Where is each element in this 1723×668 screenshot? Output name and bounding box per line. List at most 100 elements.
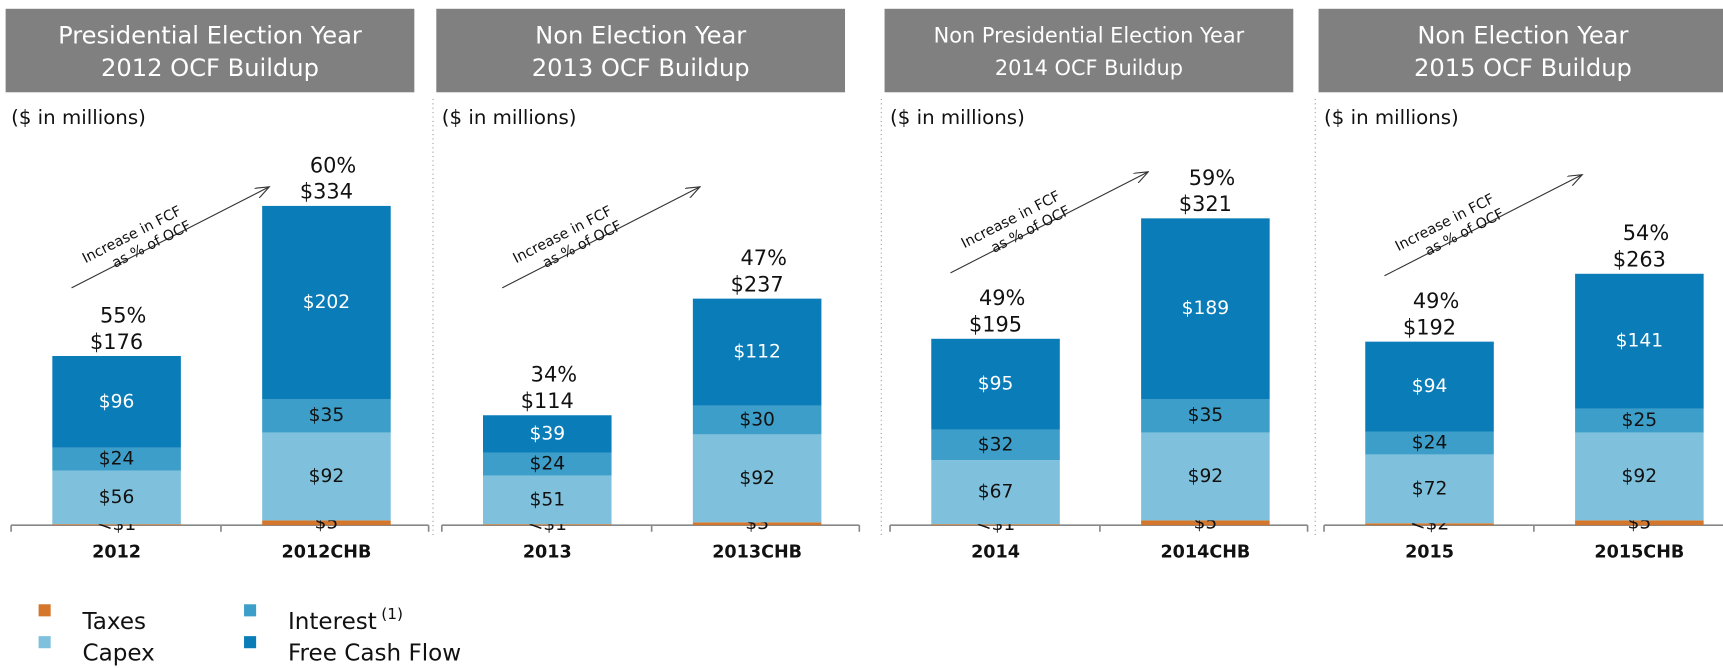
legend-label: Interest (1) <box>288 605 403 635</box>
fcf-pct-label: 60% <box>310 153 356 177</box>
bar-segment <box>1575 273 1704 409</box>
bar-segment <box>1141 432 1270 521</box>
total-label: $334 <box>300 180 353 204</box>
value-label: $92 <box>739 468 775 489</box>
bar-segment <box>931 460 1060 525</box>
panel-title: 2014 OCF Buildup <box>995 56 1183 80</box>
fcf-pct-label: 34% <box>531 363 577 387</box>
bar-segment <box>1365 341 1494 432</box>
annotation-arrow <box>950 172 1148 274</box>
subtitle: ($ in millions) <box>11 106 146 129</box>
value-label: $67 <box>978 482 1014 503</box>
legend-name: Free Cash Flow <box>288 640 461 666</box>
value-label: $141 <box>1616 331 1663 352</box>
subtitle: ($ in millions) <box>890 106 1025 129</box>
legend-name: Interest <box>288 608 377 634</box>
legend-swatch <box>38 604 51 617</box>
bar-segment <box>483 524 612 526</box>
category-label: 2015 <box>1405 543 1454 563</box>
panel-header <box>436 8 846 93</box>
bar-segment <box>483 452 612 476</box>
value-label: $95 <box>978 374 1014 395</box>
bar-segment <box>1141 218 1270 399</box>
total-label: $195 <box>969 313 1022 337</box>
bar-segment <box>692 298 822 406</box>
legend-swatch <box>244 636 257 649</box>
value-label: $51 <box>529 489 565 510</box>
panel-title: 2012 OCF Buildup <box>101 54 319 82</box>
panel-header <box>5 8 415 93</box>
total-label: $114 <box>521 389 574 413</box>
value-label: $24 <box>99 449 135 470</box>
panel-title: Non Presidential Election Year <box>934 23 1245 47</box>
legend-name: Capex <box>83 640 155 666</box>
total-label: $176 <box>90 330 143 354</box>
bar-segment <box>692 405 822 435</box>
bar-segment <box>483 475 612 525</box>
bar-segment <box>931 429 1060 461</box>
value-label: $202 <box>303 292 350 313</box>
value-label: $30 <box>739 410 775 431</box>
value-label: $112 <box>733 342 780 363</box>
bar-segment <box>52 470 181 525</box>
value-label: $32 <box>978 434 1014 455</box>
panel-title: 2013 OCF Buildup <box>532 54 750 82</box>
legend-label: Taxes <box>82 608 147 634</box>
category-label: 2015CHB <box>1594 543 1684 563</box>
bar-segment <box>483 415 612 453</box>
legend-name: Taxes <box>82 608 147 634</box>
bar-segment <box>692 522 822 526</box>
value-label: $56 <box>99 487 135 508</box>
value-label: $94 <box>1412 376 1448 397</box>
bar-segment <box>262 398 391 433</box>
legend-swatch <box>244 604 257 617</box>
bar-segment <box>1365 431 1494 455</box>
value-label: $35 <box>309 405 345 426</box>
bar-segment <box>262 520 391 526</box>
bar-segment <box>931 338 1060 430</box>
fcf-pct-label: 59% <box>1189 166 1235 190</box>
value-label: $92 <box>1188 466 1224 487</box>
bar-segment <box>1575 408 1704 433</box>
total-label: $237 <box>731 272 784 296</box>
subtitle: ($ in millions) <box>442 106 577 129</box>
category-label: 2012CHB <box>282 543 372 563</box>
category-label: 2013 <box>523 543 572 563</box>
value-label: $39 <box>529 423 565 444</box>
category-label: 2014CHB <box>1160 543 1250 563</box>
bar-segment <box>52 524 181 526</box>
fcf-pct-label: 49% <box>979 286 1025 310</box>
value-label: $92 <box>1622 466 1658 487</box>
legend-label: Capex <box>83 640 155 666</box>
bar-segment <box>262 432 391 521</box>
category-label: 2013CHB <box>712 543 802 563</box>
bar-segment <box>52 447 181 471</box>
legend-label: Free Cash Flow <box>288 640 461 666</box>
total-label: $321 <box>1179 192 1232 216</box>
bar-segment <box>1365 454 1494 524</box>
legend-footnote: (1) <box>381 605 403 623</box>
panel-title: Presidential Election Year <box>58 21 362 49</box>
bar-segment <box>1141 398 1270 433</box>
fcf-pct-label: 54% <box>1623 221 1669 245</box>
annotation-arrow <box>1384 175 1582 277</box>
annotation-arrow <box>71 187 270 289</box>
bar-segment <box>692 434 822 523</box>
annotation-arrow <box>501 187 700 289</box>
bar-segment <box>52 355 181 448</box>
bar-segment <box>262 205 391 399</box>
panel-header <box>1318 8 1723 93</box>
value-label: $92 <box>309 466 345 487</box>
value-label: $25 <box>1622 410 1658 431</box>
panel-header <box>884 8 1294 93</box>
bar-segment <box>1141 520 1270 526</box>
value-label: $24 <box>529 453 565 474</box>
total-label: $192 <box>1403 315 1456 339</box>
panel-title: Non Election Year <box>535 21 746 49</box>
value-label: $24 <box>1412 432 1448 453</box>
value-label: $189 <box>1182 298 1229 319</box>
